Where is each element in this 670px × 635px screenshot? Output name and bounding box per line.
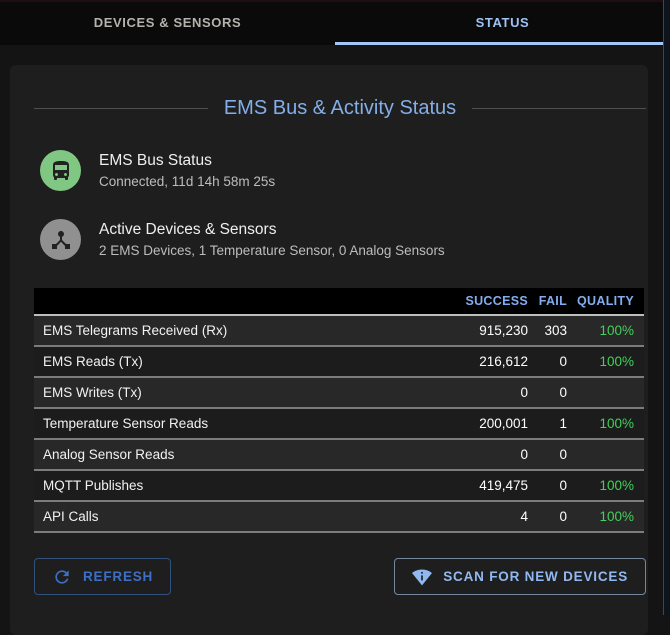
tab-status[interactable]: STATUS bbox=[335, 2, 670, 45]
table-row: Temperature Sensor Reads 200,001 1 100% bbox=[34, 408, 644, 439]
fail-column-header: FAIL bbox=[538, 294, 567, 308]
status-card: EMS Bus & Activity Status EMS Bus Status… bbox=[10, 65, 648, 635]
active-devices-item: Active Devices & Sensors 2 EMS Devices, … bbox=[40, 219, 634, 260]
active-devices-text: Active Devices & Sensors 2 EMS Devices, … bbox=[99, 220, 445, 260]
card-title-row: EMS Bus & Activity Status bbox=[34, 97, 646, 120]
scan-button-label: SCAN FOR NEW DEVICES bbox=[443, 569, 628, 584]
tab-bar: DEVICES & SENSORS STATUS bbox=[0, 2, 670, 45]
bus-icon bbox=[40, 150, 81, 191]
title-divider-right bbox=[472, 108, 646, 109]
scan-wifi-icon bbox=[412, 569, 433, 585]
ems-bus-status-value: Connected, 11d 14h 58m 25s bbox=[99, 173, 276, 189]
quality-column-header: QUALITY bbox=[577, 294, 634, 308]
table-row: EMS Telegrams Received (Rx) 915,230 303 … bbox=[34, 315, 644, 346]
refresh-icon bbox=[55, 569, 69, 584]
device-hub-icon bbox=[40, 219, 81, 260]
table-row: Analog Sensor Reads 0 0 bbox=[34, 439, 644, 470]
window-right-edge bbox=[663, 0, 670, 615]
table-row: API Calls 4 0 100% bbox=[34, 501, 644, 532]
table-row: EMS Writes (Tx) 0 0 bbox=[34, 377, 644, 408]
table-header-row: SUCCESS FAIL QUALITY bbox=[34, 288, 644, 315]
metric-column-header bbox=[34, 288, 434, 315]
active-devices-value: 2 EMS Devices, 1 Temperature Sensor, 0 A… bbox=[99, 242, 445, 258]
footer-actions: REFRESH SCAN FOR NEW DEVICES bbox=[34, 558, 646, 595]
refresh-button[interactable]: REFRESH bbox=[34, 558, 172, 595]
active-devices-title: Active Devices & Sensors bbox=[99, 220, 277, 238]
ems-bus-status-title: EMS Bus Status bbox=[99, 151, 212, 169]
status-list: EMS Bus Status Connected, 11d 14h 58m 25… bbox=[40, 150, 634, 260]
tab-devices-and-sensors[interactable]: DEVICES & SENSORS bbox=[93, 14, 242, 30]
scan-for-new-devices-button[interactable]: SCAN FOR NEW DEVICES bbox=[394, 558, 646, 595]
title-divider-left bbox=[34, 108, 208, 109]
refresh-button-label: REFRESH bbox=[83, 569, 154, 584]
table-row: MQTT Publishes 419,475 0 100% bbox=[34, 470, 644, 501]
window-top-edge bbox=[0, 0, 670, 2]
ems-bus-status-text: EMS Bus Status Connected, 11d 14h 58m 25… bbox=[99, 151, 275, 191]
page-title: EMS Bus & Activity Status bbox=[223, 97, 457, 119]
success-column-header: SUCCESS bbox=[465, 294, 528, 308]
ems-bus-status-item: EMS Bus Status Connected, 11d 14h 58m 25… bbox=[40, 150, 634, 191]
activity-stats-table: SUCCESS FAIL QUALITY EMS Telegrams Recei… bbox=[34, 288, 644, 533]
table-row: EMS Reads (Tx) 216,612 0 100% bbox=[34, 346, 644, 377]
